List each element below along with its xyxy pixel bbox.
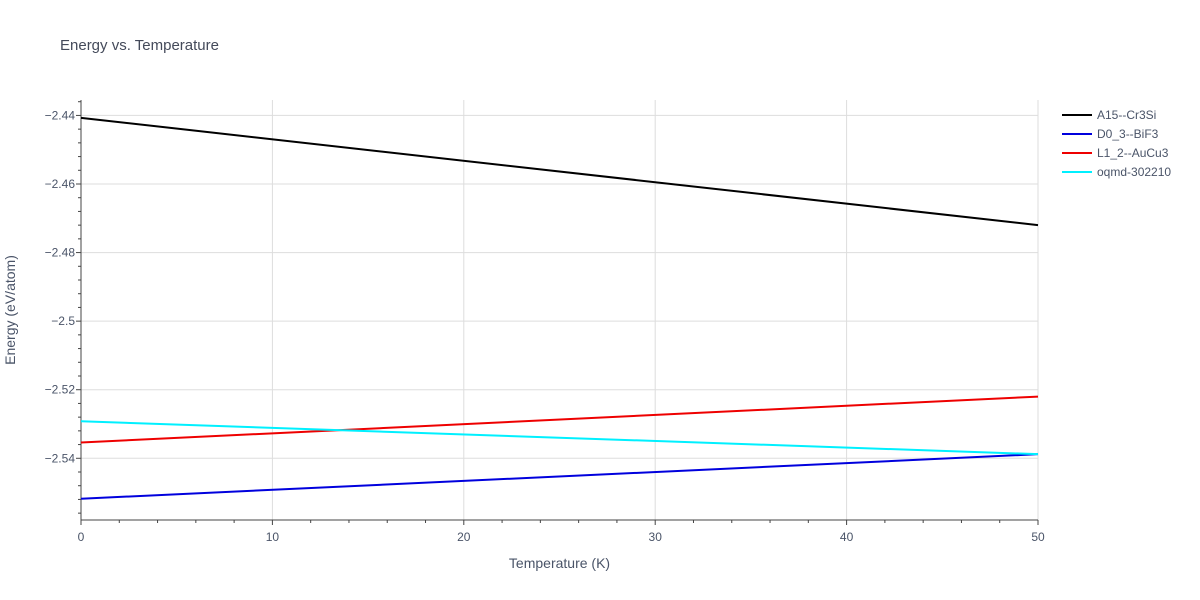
- legend-label: A15--Cr3Si: [1097, 108, 1156, 122]
- series-layer: [80, 116, 1039, 500]
- y-tick-label: −2.48: [45, 246, 76, 260]
- x-tick-label: 50: [1031, 530, 1045, 544]
- x-tick-label: 20: [457, 530, 471, 544]
- y-tick-label: −2.5: [51, 314, 75, 328]
- legend[interactable]: A15--Cr3Si D0_3--BiF3 L1_2--AuCu3 oqmd-3022…: [1062, 108, 1171, 179]
- axes-layer: 0 10 20 30 40 50 −2.44 −2.46 −2.48 −2.5 −2.52 −2.54: [45, 100, 1045, 544]
- y-tick-label: −2.46: [45, 177, 76, 191]
- legend-label: oqmd-302210: [1097, 165, 1171, 179]
- y-tick-label: −2.52: [45, 383, 76, 397]
- series-line-l1-2-aucu3[interactable]: [80, 395, 1039, 444]
- y-tick-label: −2.44: [45, 108, 76, 122]
- legend-item-d0-3-bif3[interactable]: D0_3--BiF3: [1062, 127, 1159, 141]
- x-tick-label: 10: [266, 530, 280, 544]
- legend-item-oqmd-302210[interactable]: oqmd-302210: [1062, 165, 1171, 179]
- x-axis-title: Temperature (K): [509, 555, 610, 571]
- legend-label: D0_3--BiF3: [1097, 127, 1159, 141]
- x-tick-label: 40: [840, 530, 854, 544]
- series-line-d0-3-bif3[interactable]: [80, 453, 1039, 500]
- grid-layer: [81, 100, 1039, 520]
- legend-item-a15-cr3si[interactable]: A15--Cr3Si: [1062, 108, 1156, 122]
- series-line-oqmd-302210[interactable]: [80, 420, 1039, 456]
- x-tick-label: 30: [649, 530, 663, 544]
- x-tick-label: 0: [78, 530, 85, 544]
- series-line-a15-cr3si[interactable]: [80, 116, 1039, 227]
- legend-label: L1_2--AuCu3: [1097, 146, 1169, 160]
- y-axis-title: Energy (eV/atom): [2, 255, 18, 365]
- legend-item-l1-2-aucu3[interactable]: L1_2--AuCu3: [1062, 146, 1169, 160]
- chart-title: Energy vs. Temperature: [60, 37, 219, 54]
- y-tick-label: −2.54: [45, 451, 76, 465]
